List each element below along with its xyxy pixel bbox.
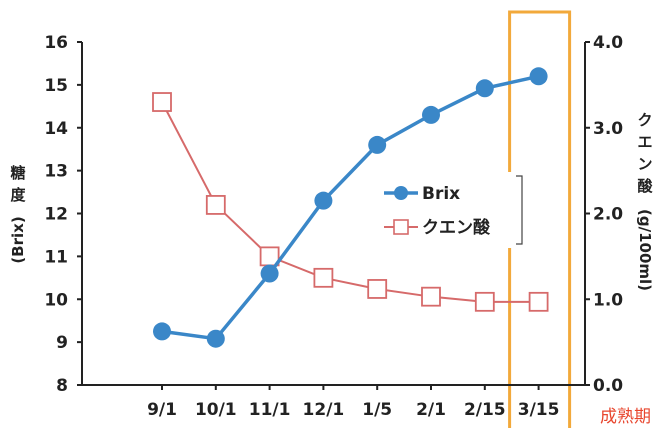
y-right-tick-label: 1.0	[593, 290, 623, 310]
x-tick-label: 2/1	[416, 400, 446, 420]
citric-acid-point	[367, 279, 388, 299]
legend-citric-marker	[393, 219, 409, 235]
y-left-tick-label: 12	[44, 205, 68, 225]
y-right-axis-unit: (g/100ml)	[636, 209, 654, 291]
maturity-period-note: 成熟期	[600, 406, 651, 427]
y-left-tick-label: 14	[44, 119, 68, 139]
brix-point	[206, 329, 225, 348]
brix-point	[260, 264, 279, 283]
axes: 8 9 10 11 12 13 14 15 16 0.0 1.0 2.0 3.0 4.0 9/1 10/1 11…	[9, 33, 654, 420]
legend-background	[378, 172, 522, 248]
legend-bracket	[516, 175, 523, 245]
legend-brix-label: Brix	[422, 184, 460, 204]
x-tick-label: 1/5	[362, 400, 392, 420]
legend-brix-marker	[394, 186, 408, 200]
x-tick-label: 2/15	[464, 400, 506, 420]
y-left-tick-label: 16	[44, 33, 68, 53]
brix-point	[368, 135, 387, 154]
brix-point	[475, 79, 494, 98]
y-left-tick-label: 15	[44, 76, 68, 96]
y-right-axis-title-char: 酸	[637, 177, 653, 195]
x-tick-label: 9/1	[147, 400, 177, 420]
y-left-axis-title-char: 糖	[10, 164, 25, 182]
y-left-tick-label: 9	[56, 333, 68, 353]
y-right-tick-label: 4.0	[593, 33, 623, 53]
y-left-axis-title-char: 度	[10, 186, 26, 204]
series	[152, 67, 549, 348]
y-left-axis-unit: (Brix)	[9, 216, 27, 263]
y-right-axis-title-char: エ	[637, 133, 652, 151]
series-line	[161, 74, 539, 341]
y-left-tick-label: 10	[44, 290, 68, 310]
citric-acid-point	[152, 92, 172, 112]
y-right-tick-label: 3.0	[593, 119, 623, 139]
legend: Brix クエン酸	[378, 172, 523, 248]
brix-point	[314, 191, 333, 210]
y-left-tick-label: 11	[44, 247, 68, 267]
y-left-tick-label: 13	[44, 162, 68, 182]
brix-point	[422, 105, 440, 124]
y-right-tick-label: 2.0	[593, 205, 623, 225]
y-left-tick-label: 8	[56, 376, 68, 396]
citric-acid-point	[313, 267, 334, 288]
x-tick-label: 11/1	[249, 400, 291, 420]
citric-acid-point	[421, 286, 441, 307]
x-tick-label: 10/1	[195, 400, 237, 420]
series-brix	[153, 67, 548, 348]
x-tick-label: 12/1	[303, 400, 345, 420]
y-right-axis-title-char: ン	[637, 155, 652, 173]
brix-point	[529, 67, 548, 86]
brix-point	[153, 322, 171, 341]
x-tick-label: 3/15	[518, 400, 560, 420]
legend-citric-label: クエン酸	[422, 217, 491, 238]
citric-acid-point	[528, 291, 549, 312]
series-citric-acid	[152, 92, 549, 312]
citric-acid-point	[474, 291, 495, 312]
y-right-tick-label: 0.0	[593, 376, 623, 396]
y-right-axis-title-char: ク	[637, 111, 652, 129]
citric-acid-point	[205, 195, 226, 215]
